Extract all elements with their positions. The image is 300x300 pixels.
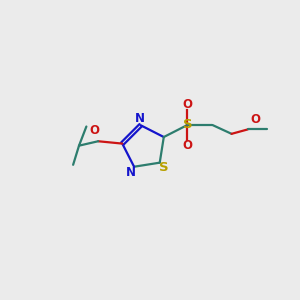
Text: O: O — [250, 113, 260, 126]
Text: O: O — [182, 139, 192, 152]
Text: O: O — [90, 124, 100, 137]
Text: O: O — [182, 98, 192, 111]
Text: S: S — [160, 161, 169, 174]
Text: N: N — [126, 166, 136, 179]
Text: S: S — [183, 118, 192, 131]
Text: N: N — [135, 112, 145, 125]
